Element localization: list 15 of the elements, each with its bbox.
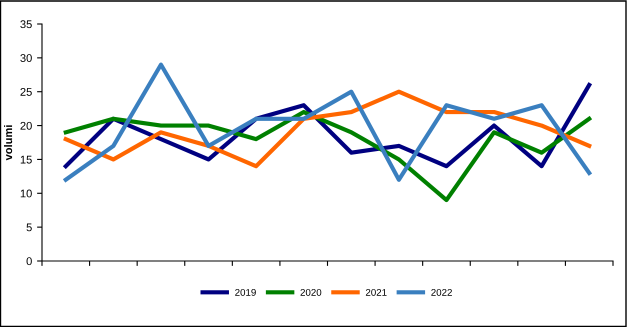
line-series: [64, 62, 592, 182]
y-tick-label: 25: [20, 88, 32, 96]
y-tick-label: 30: [20, 54, 32, 62]
y-tick-label: 15: [20, 156, 32, 164]
y-tick-label: 35: [20, 20, 32, 28]
legend-label: 2022: [431, 288, 452, 296]
line-series: [64, 110, 592, 202]
y-tick-label: 20: [20, 122, 32, 130]
y-tick-label: 0: [26, 257, 32, 266]
legend-label: 2021: [366, 288, 387, 296]
legend-label: 2020: [300, 288, 322, 296]
y-axis-title: volumi: [4, 125, 12, 160]
y-tick-label: 5: [26, 224, 32, 232]
legend-label: 2019: [235, 288, 256, 296]
y-tick-label: 10: [20, 190, 32, 198]
